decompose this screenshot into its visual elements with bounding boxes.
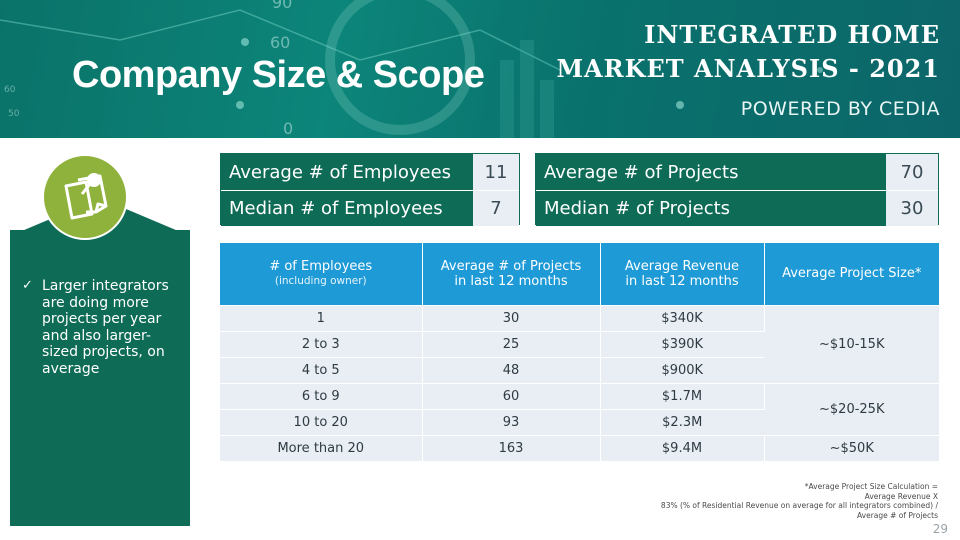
company-size-table: # of Employees (including owner) Average…: [220, 243, 939, 461]
summary-label: Median # of Employees: [221, 191, 473, 226]
cell-project-size: ~$20-25K: [764, 382, 939, 435]
bg-number: 90: [272, 0, 292, 12]
summary-value: 30: [886, 191, 938, 226]
column-header-projects: Average # of Projects in last 12 months: [422, 243, 601, 305]
bg-number: 0: [283, 119, 293, 138]
cell-employees: 1: [220, 304, 423, 331]
cell-revenue: $900K: [600, 356, 764, 383]
report-title: INTEGRATED HOME MARKET ANALYSIS - 2021: [556, 18, 940, 86]
cell-revenue: $2.3M: [600, 408, 764, 435]
cell-projects: 163: [422, 434, 601, 461]
header-subtext: (including owner): [274, 274, 367, 287]
cell-projects: 48: [422, 356, 601, 383]
left-panel: [10, 230, 190, 526]
bullet-line: and also larger-: [42, 327, 151, 344]
bullet-line: are doing more: [42, 294, 149, 311]
cell-revenue: $390K: [600, 330, 764, 357]
cell-projects: 60: [422, 382, 601, 409]
cell-employees: 10 to 20: [220, 408, 423, 435]
summary-row: Median # of Projects 30: [536, 190, 938, 226]
check-icon: ✓: [22, 278, 33, 293]
bullet-line: sized projects, on: [42, 344, 165, 360]
header-text: in last 12 months: [625, 273, 739, 289]
cell-revenue: $9.4M: [600, 434, 765, 461]
summary-label: Average # of Employees: [221, 154, 473, 190]
cell-projects: 25: [422, 330, 601, 357]
column-header-project-size: Average Project Size*: [764, 243, 939, 305]
footnote-line: Average Revenue X: [864, 491, 938, 501]
summary-row: Median # of Employees 7: [221, 190, 519, 226]
page-title: Company Size & Scope: [72, 54, 485, 96]
summary-label: Median # of Projects: [536, 191, 886, 226]
report-title-line: INTEGRATED HOME: [644, 20, 940, 49]
cell-revenue: $1.7M: [600, 382, 765, 409]
summary-value: 11: [473, 154, 519, 190]
report-title-line: MARKET ANALYSIS - 2021: [556, 54, 940, 83]
page-number: 29: [932, 522, 948, 536]
cell-employees: 6 to 9: [220, 382, 423, 409]
bullet-line: Larger integrators: [42, 278, 169, 294]
bg-number: 50: [8, 109, 20, 119]
footnote-line: *Average Project Size Calculation =: [804, 482, 938, 491]
banner-background-graphic: 90 60 0 60 50: [0, 0, 960, 138]
bg-number: 60: [270, 33, 290, 52]
summary-row: Average # of Employees 11: [221, 154, 519, 190]
table-row: 2 to 3 25 $390K: [220, 330, 939, 357]
footnote: *Average Project Size Calculation = Aver…: [661, 482, 938, 520]
bg-number: 60: [4, 85, 16, 95]
header-text: # of Employees: [269, 258, 373, 274]
cell-projects: 30: [422, 304, 601, 331]
summary-value: 7: [473, 191, 519, 226]
table-header-row: # of Employees (including owner) Average…: [220, 243, 939, 305]
cell-revenue: $340K: [600, 304, 765, 331]
key-insight-bullet: ✓ Larger integrators are doing more proj…: [22, 278, 184, 377]
header-text: Average Revenue: [624, 258, 740, 274]
table-row: 10 to 20 93 $2.3M: [220, 408, 939, 435]
cell-employees: 2 to 3: [220, 330, 423, 357]
cell-employees: 4 to 5: [220, 356, 423, 383]
column-header-employees: # of Employees (including owner): [220, 243, 423, 305]
powered-by-label: POWERED BY CEDIA: [740, 98, 940, 120]
projects-summary-box: Average # of Projects 70 Median # of Pro…: [535, 153, 939, 226]
summary-value: 70: [886, 154, 938, 190]
table-row: More than 20 163 $9.4M ~$50K: [220, 434, 939, 461]
header-text: Average # of Projects: [440, 258, 582, 274]
header-text: in last 12 months: [454, 273, 568, 289]
footnote-line: 83% (% of Residential Revenue on average…: [660, 501, 938, 510]
table-row: 1 30 $340K ~$10-15K: [220, 304, 939, 383]
header-banner: 90 60 0 60 50 Company Size & Scope INTEG…: [0, 0, 960, 138]
cell-employees: More than 20: [220, 434, 423, 461]
sticky-notes-pushpin-icon: [42, 154, 128, 240]
summary-label: Average # of Projects: [536, 154, 886, 190]
cell-projects: 93: [422, 408, 601, 435]
column-header-revenue: Average Revenue in last 12 months: [600, 243, 765, 305]
bullet-line: projects per year: [42, 311, 162, 327]
employees-summary-box: Average # of Employees 11 Median # of Em…: [220, 153, 520, 226]
footnote-line: Average # of Projects: [856, 510, 938, 520]
cell-project-size: ~$10-15K: [764, 304, 939, 383]
bullet-line: average: [42, 360, 100, 377]
table-row: 6 to 9 60 $1.7M ~$20-25K: [220, 382, 939, 435]
summary-row: Average # of Projects 70: [536, 154, 938, 190]
table-row: 4 to 5 48 $900K: [220, 356, 939, 383]
cell-project-size: ~$50K: [764, 434, 939, 461]
